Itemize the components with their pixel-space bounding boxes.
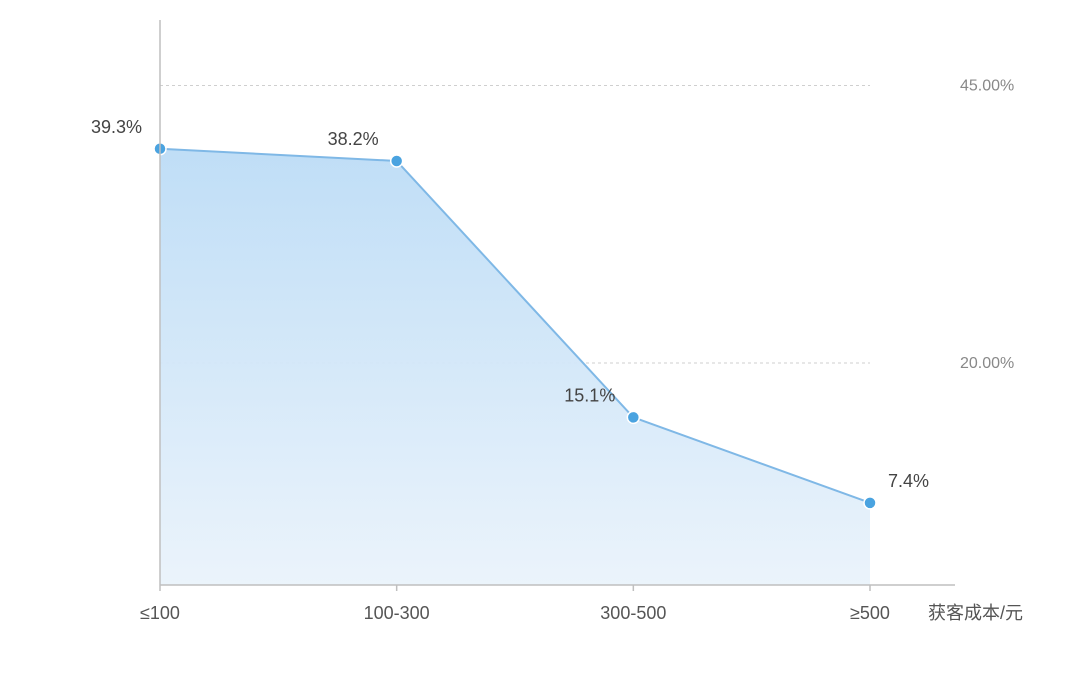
value-label: 38.2% [328, 129, 379, 149]
x-category-labels: ≤100 100-300 300-500 ≥500 [140, 603, 890, 623]
area-path [160, 149, 870, 585]
x-category-label: 100-300 [364, 603, 430, 623]
value-label: 15.1% [564, 385, 615, 405]
data-marker [627, 411, 639, 423]
y-tick-label: 20.00% [960, 355, 1014, 372]
data-marker [864, 497, 876, 509]
x-category-label: 300-500 [600, 603, 666, 623]
x-category-label: ≤100 [140, 603, 180, 623]
area-chart: 39.3% 38.2% 15.1% 7.4% ≤100 100-300 300-500 ≥5… [0, 0, 1080, 677]
data-marker [391, 155, 403, 167]
x-axis-title: 获客成本/元 [928, 603, 1023, 623]
area-fill [160, 149, 870, 585]
y-tick-label: 45.00% [960, 78, 1014, 95]
value-label: 39.3% [91, 117, 142, 137]
value-label: 7.4% [888, 471, 929, 491]
y-tick-labels: 20.00% 45.00% [960, 78, 1014, 373]
x-category-label: ≥500 [850, 603, 890, 623]
chart-container: 39.3% 38.2% 15.1% 7.4% ≤100 100-300 300-500 ≥5… [0, 0, 1080, 677]
